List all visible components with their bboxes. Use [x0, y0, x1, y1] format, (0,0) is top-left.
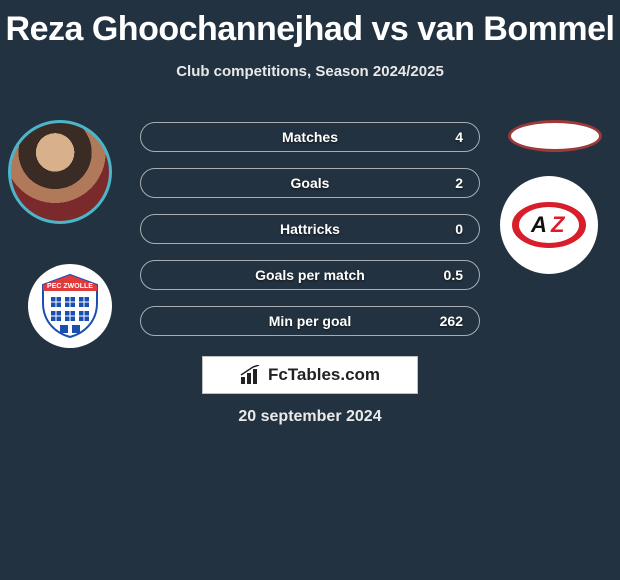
svg-text:A: A — [530, 212, 547, 237]
stat-row: Matches 4 — [140, 122, 480, 152]
stat-right-value: 4 — [455, 129, 463, 145]
watermark: FcTables.com — [202, 356, 418, 394]
svg-text:Z: Z — [550, 212, 566, 237]
stats-container: Matches 4 Goals 2 Hattricks 0 Goals per … — [140, 122, 480, 352]
stat-pill-goals: Goals 2 — [140, 168, 480, 198]
stat-right-value: 0.5 — [444, 267, 463, 283]
stat-row: Goals 2 — [140, 168, 480, 198]
stat-pill-hattricks: Hattricks 0 — [140, 214, 480, 244]
stat-label: Hattricks — [157, 221, 463, 237]
watermark-text: FcTables.com — [268, 365, 380, 385]
club2-badge: A Z — [500, 176, 598, 274]
stat-row: Goals per match 0.5 — [140, 260, 480, 290]
pec-zwolle-icon: PEC ZWOLLE — [37, 273, 103, 339]
player1-avatar — [8, 120, 112, 224]
stat-label: Min per goal — [157, 313, 463, 329]
stat-right-value: 262 — [440, 313, 463, 329]
page-title: Reza Ghoochannejhad vs van Bommel — [0, 0, 620, 49]
az-icon: A Z — [511, 200, 587, 250]
stat-label: Matches — [157, 129, 463, 145]
stat-pill-gpm: Goals per match 0.5 — [140, 260, 480, 290]
subtitle: Club competitions, Season 2024/2025 — [0, 63, 620, 80]
stat-right-value: 0 — [455, 221, 463, 237]
bar-chart-icon — [240, 365, 262, 385]
club1-label: PEC ZWOLLE — [47, 283, 93, 290]
stat-pill-mpg: Min per goal 262 — [140, 306, 480, 336]
stat-label: Goals per match — [157, 267, 463, 283]
player2-avatar — [508, 120, 602, 152]
date-label: 20 september 2024 — [0, 408, 620, 426]
stat-row: Min per goal 262 — [140, 306, 480, 336]
stat-right-value: 2 — [455, 175, 463, 191]
stat-pill-matches: Matches 4 — [140, 122, 480, 152]
club1-badge: PEC ZWOLLE — [28, 264, 112, 348]
stat-row: Hattricks 0 — [140, 214, 480, 244]
stat-label: Goals — [157, 175, 463, 191]
